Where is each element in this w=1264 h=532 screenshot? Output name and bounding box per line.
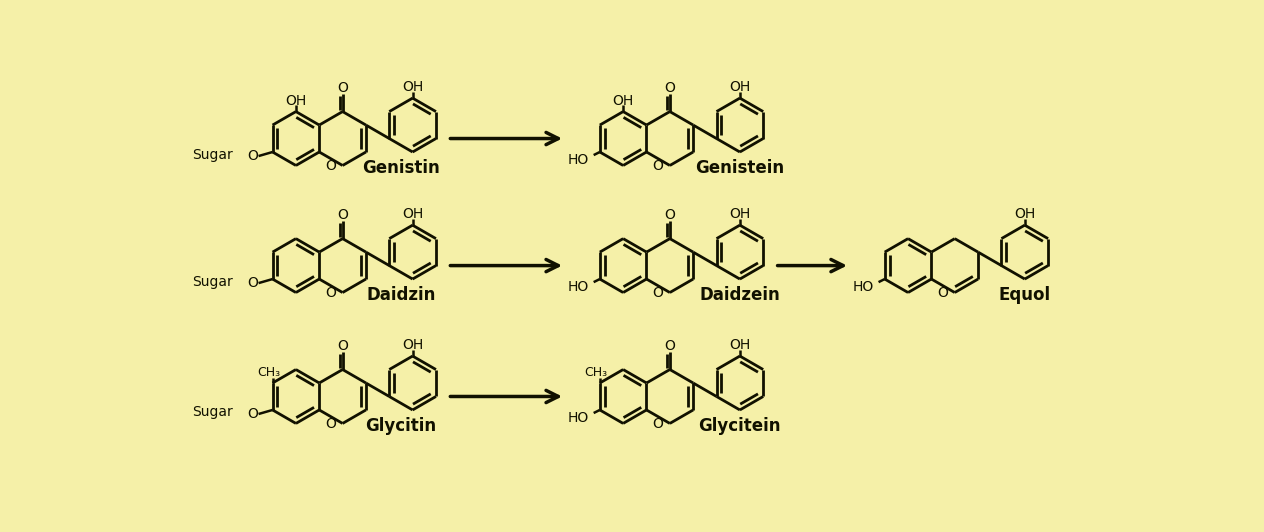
Text: O: O: [246, 276, 258, 290]
Text: O: O: [246, 407, 258, 421]
Text: O: O: [652, 160, 664, 173]
Text: OH: OH: [1014, 207, 1035, 221]
Text: O: O: [326, 160, 336, 173]
Text: O: O: [652, 287, 664, 301]
Text: Equol: Equol: [999, 286, 1050, 304]
Text: OH: OH: [402, 80, 423, 94]
Text: O: O: [337, 339, 348, 353]
Text: O: O: [665, 81, 675, 95]
Text: Daidzein: Daidzein: [699, 286, 780, 304]
Text: O: O: [326, 418, 336, 431]
Text: O: O: [652, 418, 664, 431]
Text: O: O: [665, 339, 675, 353]
Text: Sugar: Sugar: [192, 275, 233, 288]
Text: O: O: [326, 287, 336, 301]
Text: CH₃: CH₃: [584, 365, 608, 379]
Text: Glycitein: Glycitein: [699, 417, 781, 435]
Text: Sugar: Sugar: [192, 147, 233, 162]
Text: Daidzin: Daidzin: [367, 286, 436, 304]
Text: HO: HO: [568, 153, 589, 167]
Text: O: O: [938, 287, 948, 301]
Text: HO: HO: [568, 411, 589, 425]
Text: Sugar: Sugar: [192, 405, 233, 419]
Text: OH: OH: [613, 94, 633, 108]
Text: Genistin: Genistin: [362, 159, 440, 177]
Text: HO: HO: [853, 280, 873, 294]
Text: OH: OH: [729, 80, 751, 94]
Text: O: O: [337, 208, 348, 222]
Text: Genistein: Genistein: [695, 159, 785, 177]
Text: OH: OH: [729, 207, 751, 221]
Text: OH: OH: [286, 94, 307, 108]
Text: O: O: [665, 208, 675, 222]
Text: OH: OH: [402, 338, 423, 352]
Text: OH: OH: [402, 207, 423, 221]
Text: O: O: [337, 81, 348, 95]
Text: Glycitin: Glycitin: [365, 417, 436, 435]
Text: CH₃: CH₃: [257, 365, 281, 379]
Text: O: O: [246, 149, 258, 163]
Text: HO: HO: [568, 280, 589, 294]
Text: OH: OH: [729, 338, 751, 352]
